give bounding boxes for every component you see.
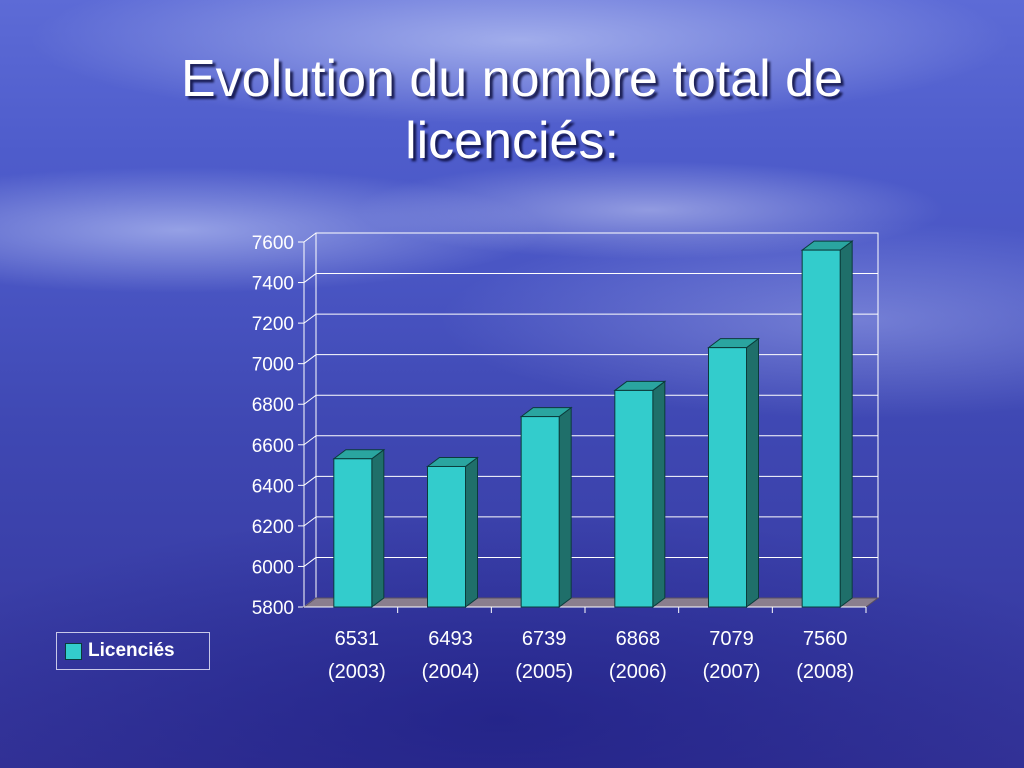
bar-side (371, 448, 385, 608)
gridline-depth (303, 313, 317, 324)
bar-side (746, 337, 759, 608)
chart-back-wall (315, 232, 879, 598)
x-tick-label: 7560 (803, 628, 848, 650)
x-tick-label: (2006) (609, 661, 667, 683)
y-tick-label: 6400 (252, 476, 294, 497)
x-tick-label: (2003) (328, 661, 386, 683)
x-tick-label: 6739 (522, 628, 567, 650)
gridline-depth (303, 273, 317, 283)
bar (520, 416, 560, 608)
x-tick-label: 7079 (709, 628, 754, 650)
slide-title: Evolution du nombre total de licenciés: (60, 48, 964, 172)
gridline-depth (303, 516, 317, 527)
x-tick-label: (2007) (703, 661, 761, 683)
x-tick-label: (2004) (422, 661, 480, 683)
gridline-depth (303, 557, 317, 567)
y-tick-label: 7200 (252, 314, 294, 335)
chart-floor (302, 597, 880, 608)
legend-swatch (65, 642, 82, 660)
bar (614, 389, 654, 608)
gridline-depth (303, 435, 317, 446)
x-tick-label: (2005) (515, 661, 573, 683)
y-tick-label: 7600 (252, 233, 294, 254)
x-tick-label: (2008) (796, 661, 854, 683)
gridline-depth (303, 354, 317, 365)
bar-side (465, 456, 478, 608)
y-tick-label: 6000 (252, 557, 294, 578)
gridline-depth (303, 475, 317, 486)
bar-side (652, 380, 666, 608)
bar (427, 465, 466, 608)
bar (801, 249, 841, 608)
bar-side (558, 406, 572, 608)
slide-title-line2: licenciés: (405, 112, 619, 170)
y-tick-label: 7400 (252, 274, 294, 295)
chart-legend: Licenciés (56, 632, 210, 670)
gridline-depth (303, 232, 317, 243)
x-tick-label: 6493 (428, 628, 473, 650)
legend-label: Licenciés (88, 640, 175, 661)
y-tick-label: 5800 (252, 598, 294, 619)
bar (708, 347, 747, 608)
y-tick-label: 6200 (252, 517, 294, 538)
x-tick-label: 6868 (616, 628, 661, 650)
slide-title-line1: Evolution du nombre total de (181, 50, 843, 108)
bar-side (839, 240, 853, 608)
y-tick-label: 6800 (252, 395, 294, 416)
y-tick-label: 7000 (252, 355, 294, 376)
gridline-depth (303, 394, 317, 405)
x-tick-label: 6531 (335, 628, 380, 650)
y-tick-label: 6600 (252, 436, 294, 457)
bar (333, 458, 373, 608)
